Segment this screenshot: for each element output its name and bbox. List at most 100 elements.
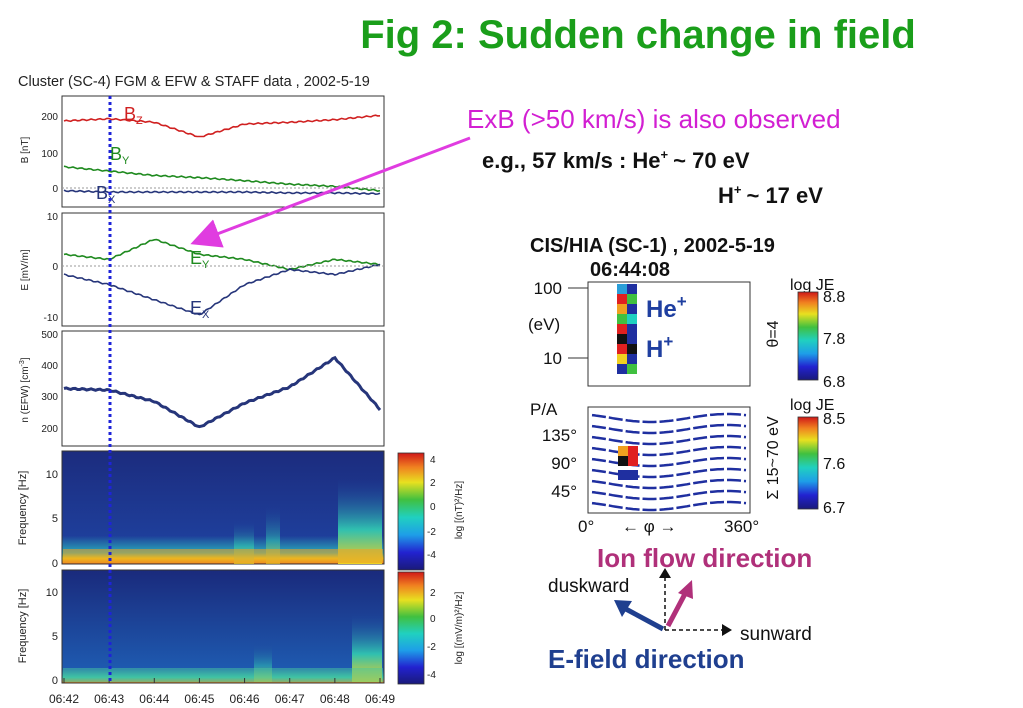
pa-xlabel: ← φ → (622, 517, 676, 536)
example-he-value: ~ 70 eV (673, 148, 750, 173)
species-h-sup: + (663, 332, 673, 351)
spec-b-ylabel: Frequency [Hz] (17, 471, 29, 546)
pa-band (591, 478, 747, 490)
spec-b-cbar-label: log [(nT)²/Hz] (454, 481, 465, 540)
spec-e-cbar-label: log [(mV/m)²/Hz] (454, 591, 465, 664)
n-yticks: 500 400 300 200 (41, 330, 58, 435)
ey-label-sub: Y (202, 259, 210, 271)
spec-e-ytick: 5 (52, 631, 58, 643)
energy-pixel (617, 354, 627, 364)
energy-pixel (617, 294, 627, 304)
cbar-tick: -2 (427, 642, 436, 653)
pa-band (591, 423, 747, 435)
pa-pixel (618, 470, 628, 480)
time-tick-label: 06:45 (184, 692, 214, 706)
duskward-label: duskward (548, 576, 629, 597)
e-panel-frame (61, 212, 385, 327)
ey-series-line (63, 238, 381, 271)
pa-distribution (591, 412, 747, 512)
species-h: H+ (646, 332, 673, 363)
b-ylabel: B [nT] (20, 136, 31, 163)
n-ytick: 200 (41, 424, 58, 435)
energy-pixel (617, 284, 627, 294)
energy-pixel (627, 364, 637, 374)
cbar-tick: -4 (427, 670, 436, 681)
time-tick-label: 06:48 (320, 692, 350, 706)
energy-cbar-tick: 6.8 (823, 374, 845, 391)
e-field-arrowhead (614, 600, 632, 617)
cbar-tick: -2 (427, 527, 436, 538)
time-tick-label: 06:47 (275, 692, 305, 706)
pa-ytick: 90° (551, 454, 577, 473)
n-ylabel: n (EFW) [cm-3] (19, 357, 31, 422)
spec-b-yticks: 10 5 0 (46, 469, 58, 570)
by-series-line (63, 165, 381, 193)
n-ytick: 300 (41, 392, 58, 403)
e-field-arrow (622, 605, 665, 632)
e-yticks: 10 0 -10 (44, 212, 59, 324)
energy-ylabel: (eV) (528, 315, 560, 334)
spec-e-ytick: 10 (46, 587, 58, 599)
cbar-tick: 0 (430, 614, 436, 625)
n-ytick: 400 (41, 361, 58, 372)
energy-pixel (627, 354, 637, 364)
spec-e-ylabel: Frequency [Hz] (17, 589, 29, 664)
pa-cbar-tick: 7.6 (823, 456, 845, 473)
energy-pixel (627, 344, 637, 354)
time-tick-label: 06:44 (139, 692, 169, 706)
time-tick-label: 06:49 (365, 692, 395, 706)
n-panel-frame (61, 330, 385, 447)
spec-e-yticks: 10 5 0 (46, 587, 58, 687)
e-ytick: -10 (44, 313, 59, 324)
time-tick-label: 06:43 (94, 692, 124, 706)
species-he-sup: + (677, 292, 687, 311)
e-ylabel: E [mV/m] (20, 249, 31, 290)
energy-cbar-title: log JE (790, 277, 834, 294)
pa-colorbar (797, 416, 819, 510)
n-ylabel-sup: -3 (19, 360, 26, 366)
pa-band (591, 489, 747, 501)
spec-b-panel (61, 450, 385, 565)
example-he: e.g., 57 km/s : He+ ~ 70 eV (482, 147, 750, 173)
example-h-value: ~ 17 eV (746, 183, 823, 208)
b-ytick: 200 (41, 112, 58, 123)
sunward-label: sunward (740, 624, 812, 645)
cbar-tick: -4 (427, 550, 436, 561)
pa-ytick: 45° (551, 482, 577, 501)
cbar-tick: 0 (430, 502, 436, 513)
energy-pixel (617, 334, 627, 344)
e-field-label: E-field direction (548, 644, 744, 674)
energy-ytick: 100 (534, 279, 562, 298)
ex-label-sub: X (202, 309, 210, 321)
cbar-tick: 2 (430, 588, 436, 599)
species-he: He+ (646, 292, 687, 323)
bx-label-main: B (96, 183, 108, 203)
pa-xtick-0: 0° (578, 517, 594, 536)
by-label-main: B (110, 144, 122, 164)
time-tick-label: 06:46 (230, 692, 260, 706)
energy-spectrum-column (617, 284, 637, 374)
pa-pixel (628, 470, 638, 480)
pa-cbar-tick: 6.7 (823, 500, 845, 517)
pa-pixel (618, 456, 628, 466)
pa-band (591, 456, 747, 468)
time-axis: 06:42 06:43 06:44 06:45 06:46 06:47 06:48 06:49 (49, 678, 395, 706)
example-h-text: H (718, 183, 734, 208)
ion-flow-label: Ion flow direction (597, 543, 812, 573)
pa-xtick-360: 360° (724, 517, 759, 536)
pa-ytick: 135° (542, 426, 577, 445)
b-ytick: 100 (41, 149, 58, 160)
density-series-line (63, 355, 382, 429)
energy-pixel (627, 304, 637, 314)
example-h: H+ ~ 17 eV (718, 182, 823, 208)
energy-pixel (617, 324, 627, 334)
pa-pixel (628, 456, 638, 466)
example-he-text: e.g., 57 km/s : He (482, 148, 661, 173)
energy-pixel (627, 284, 637, 294)
pa-band (591, 500, 747, 512)
pa-band (591, 434, 747, 446)
species-h-text: H (646, 336, 663, 363)
energy-colorbar (797, 291, 819, 381)
slide-title: Fig 2: Sudden change in field (360, 13, 916, 57)
cbar-tick: 2 (430, 478, 436, 489)
